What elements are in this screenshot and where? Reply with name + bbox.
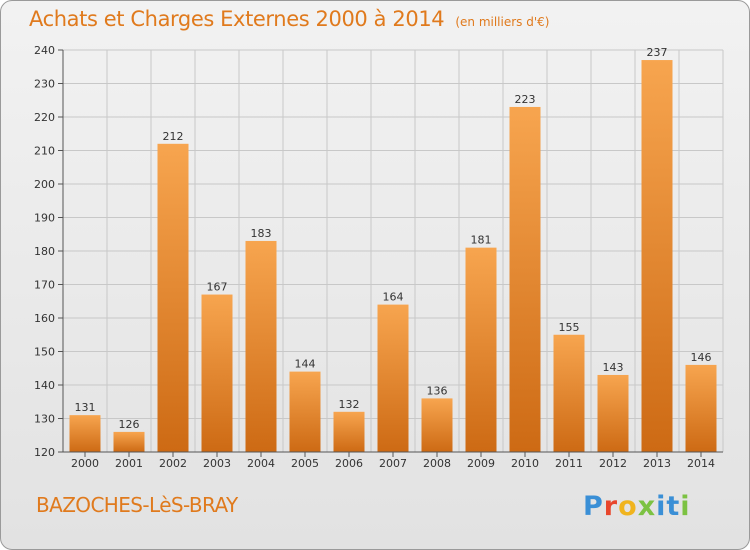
data-label: 146 bbox=[691, 351, 712, 364]
x-tick-label: 2009 bbox=[467, 457, 495, 470]
x-tick-label: 2001 bbox=[115, 457, 143, 470]
data-label: 183 bbox=[251, 227, 272, 240]
bar bbox=[598, 375, 629, 452]
y-tick-label: 210 bbox=[34, 145, 55, 158]
data-label: 131 bbox=[75, 401, 96, 414]
chart-frame: Achats et Charges Externes 2000 à 2014 (… bbox=[0, 0, 750, 550]
logo-letter: i bbox=[656, 491, 666, 522]
data-label: 132 bbox=[339, 398, 360, 411]
y-tick-label: 180 bbox=[34, 245, 55, 258]
x-tick-label: 2005 bbox=[291, 457, 319, 470]
bars bbox=[70, 60, 717, 452]
data-label: 181 bbox=[471, 234, 492, 247]
commune-name: BAZOCHES-LèS-BRAY bbox=[36, 493, 238, 517]
x-tick-label: 2004 bbox=[247, 457, 275, 470]
data-label: 167 bbox=[207, 281, 228, 294]
bar bbox=[422, 398, 453, 452]
data-label: 136 bbox=[427, 384, 448, 397]
bar bbox=[246, 241, 277, 452]
x-tick-label: 2006 bbox=[335, 457, 363, 470]
y-tick-label: 190 bbox=[34, 212, 55, 225]
logo-letter: i bbox=[680, 491, 690, 522]
x-tick-label: 2012 bbox=[599, 457, 627, 470]
x-tick-label: 2014 bbox=[687, 457, 715, 470]
x-tick-label: 2000 bbox=[71, 457, 99, 470]
data-label: 126 bbox=[119, 418, 140, 431]
logo-letter: r bbox=[604, 491, 618, 522]
bar bbox=[642, 60, 673, 452]
x-tick-label: 2007 bbox=[379, 457, 407, 470]
data-label: 144 bbox=[295, 358, 316, 371]
bar bbox=[70, 415, 101, 452]
logo-letter: P bbox=[583, 491, 604, 522]
x-tick-label: 2011 bbox=[555, 457, 583, 470]
data-label: 223 bbox=[515, 93, 536, 106]
y-tick-label: 120 bbox=[34, 446, 55, 459]
proxiti-logo: Proxiti bbox=[583, 491, 691, 522]
x-tick-label: 2010 bbox=[511, 457, 539, 470]
data-label: 155 bbox=[559, 321, 580, 334]
y-tick-label: 160 bbox=[34, 312, 55, 325]
y-tick-label: 200 bbox=[34, 178, 55, 191]
bar bbox=[466, 248, 497, 452]
data-label: 237 bbox=[647, 46, 668, 59]
bar bbox=[114, 432, 145, 452]
bar bbox=[554, 335, 585, 452]
bar bbox=[510, 107, 541, 452]
x-tick-label: 2003 bbox=[203, 457, 231, 470]
y-tick-label: 150 bbox=[34, 346, 55, 359]
bar bbox=[686, 365, 717, 452]
y-tick-label: 130 bbox=[34, 413, 55, 426]
y-tick-label: 240 bbox=[34, 44, 55, 57]
data-label: 212 bbox=[163, 130, 184, 143]
bar bbox=[290, 372, 321, 452]
bar bbox=[202, 295, 233, 452]
data-label: 164 bbox=[383, 291, 404, 304]
y-tick-label: 170 bbox=[34, 279, 55, 292]
x-tick-label: 2008 bbox=[423, 457, 451, 470]
y-tick-label: 220 bbox=[34, 111, 55, 124]
bar-chart: 120 130 140 150 160 170 180 190 200 210 220 230 240 1… bbox=[1, 1, 750, 550]
y-tick-label: 230 bbox=[34, 78, 55, 91]
data-label: 143 bbox=[603, 361, 624, 374]
logo-letter: t bbox=[666, 491, 680, 522]
bar bbox=[158, 144, 189, 452]
logo-letter: o bbox=[618, 491, 638, 522]
bar bbox=[334, 412, 365, 452]
x-tick-label: 2002 bbox=[159, 457, 187, 470]
y-tick-label: 140 bbox=[34, 379, 55, 392]
x-tick-label: 2013 bbox=[643, 457, 671, 470]
bar bbox=[378, 305, 409, 452]
logo-letter: x bbox=[638, 491, 656, 522]
